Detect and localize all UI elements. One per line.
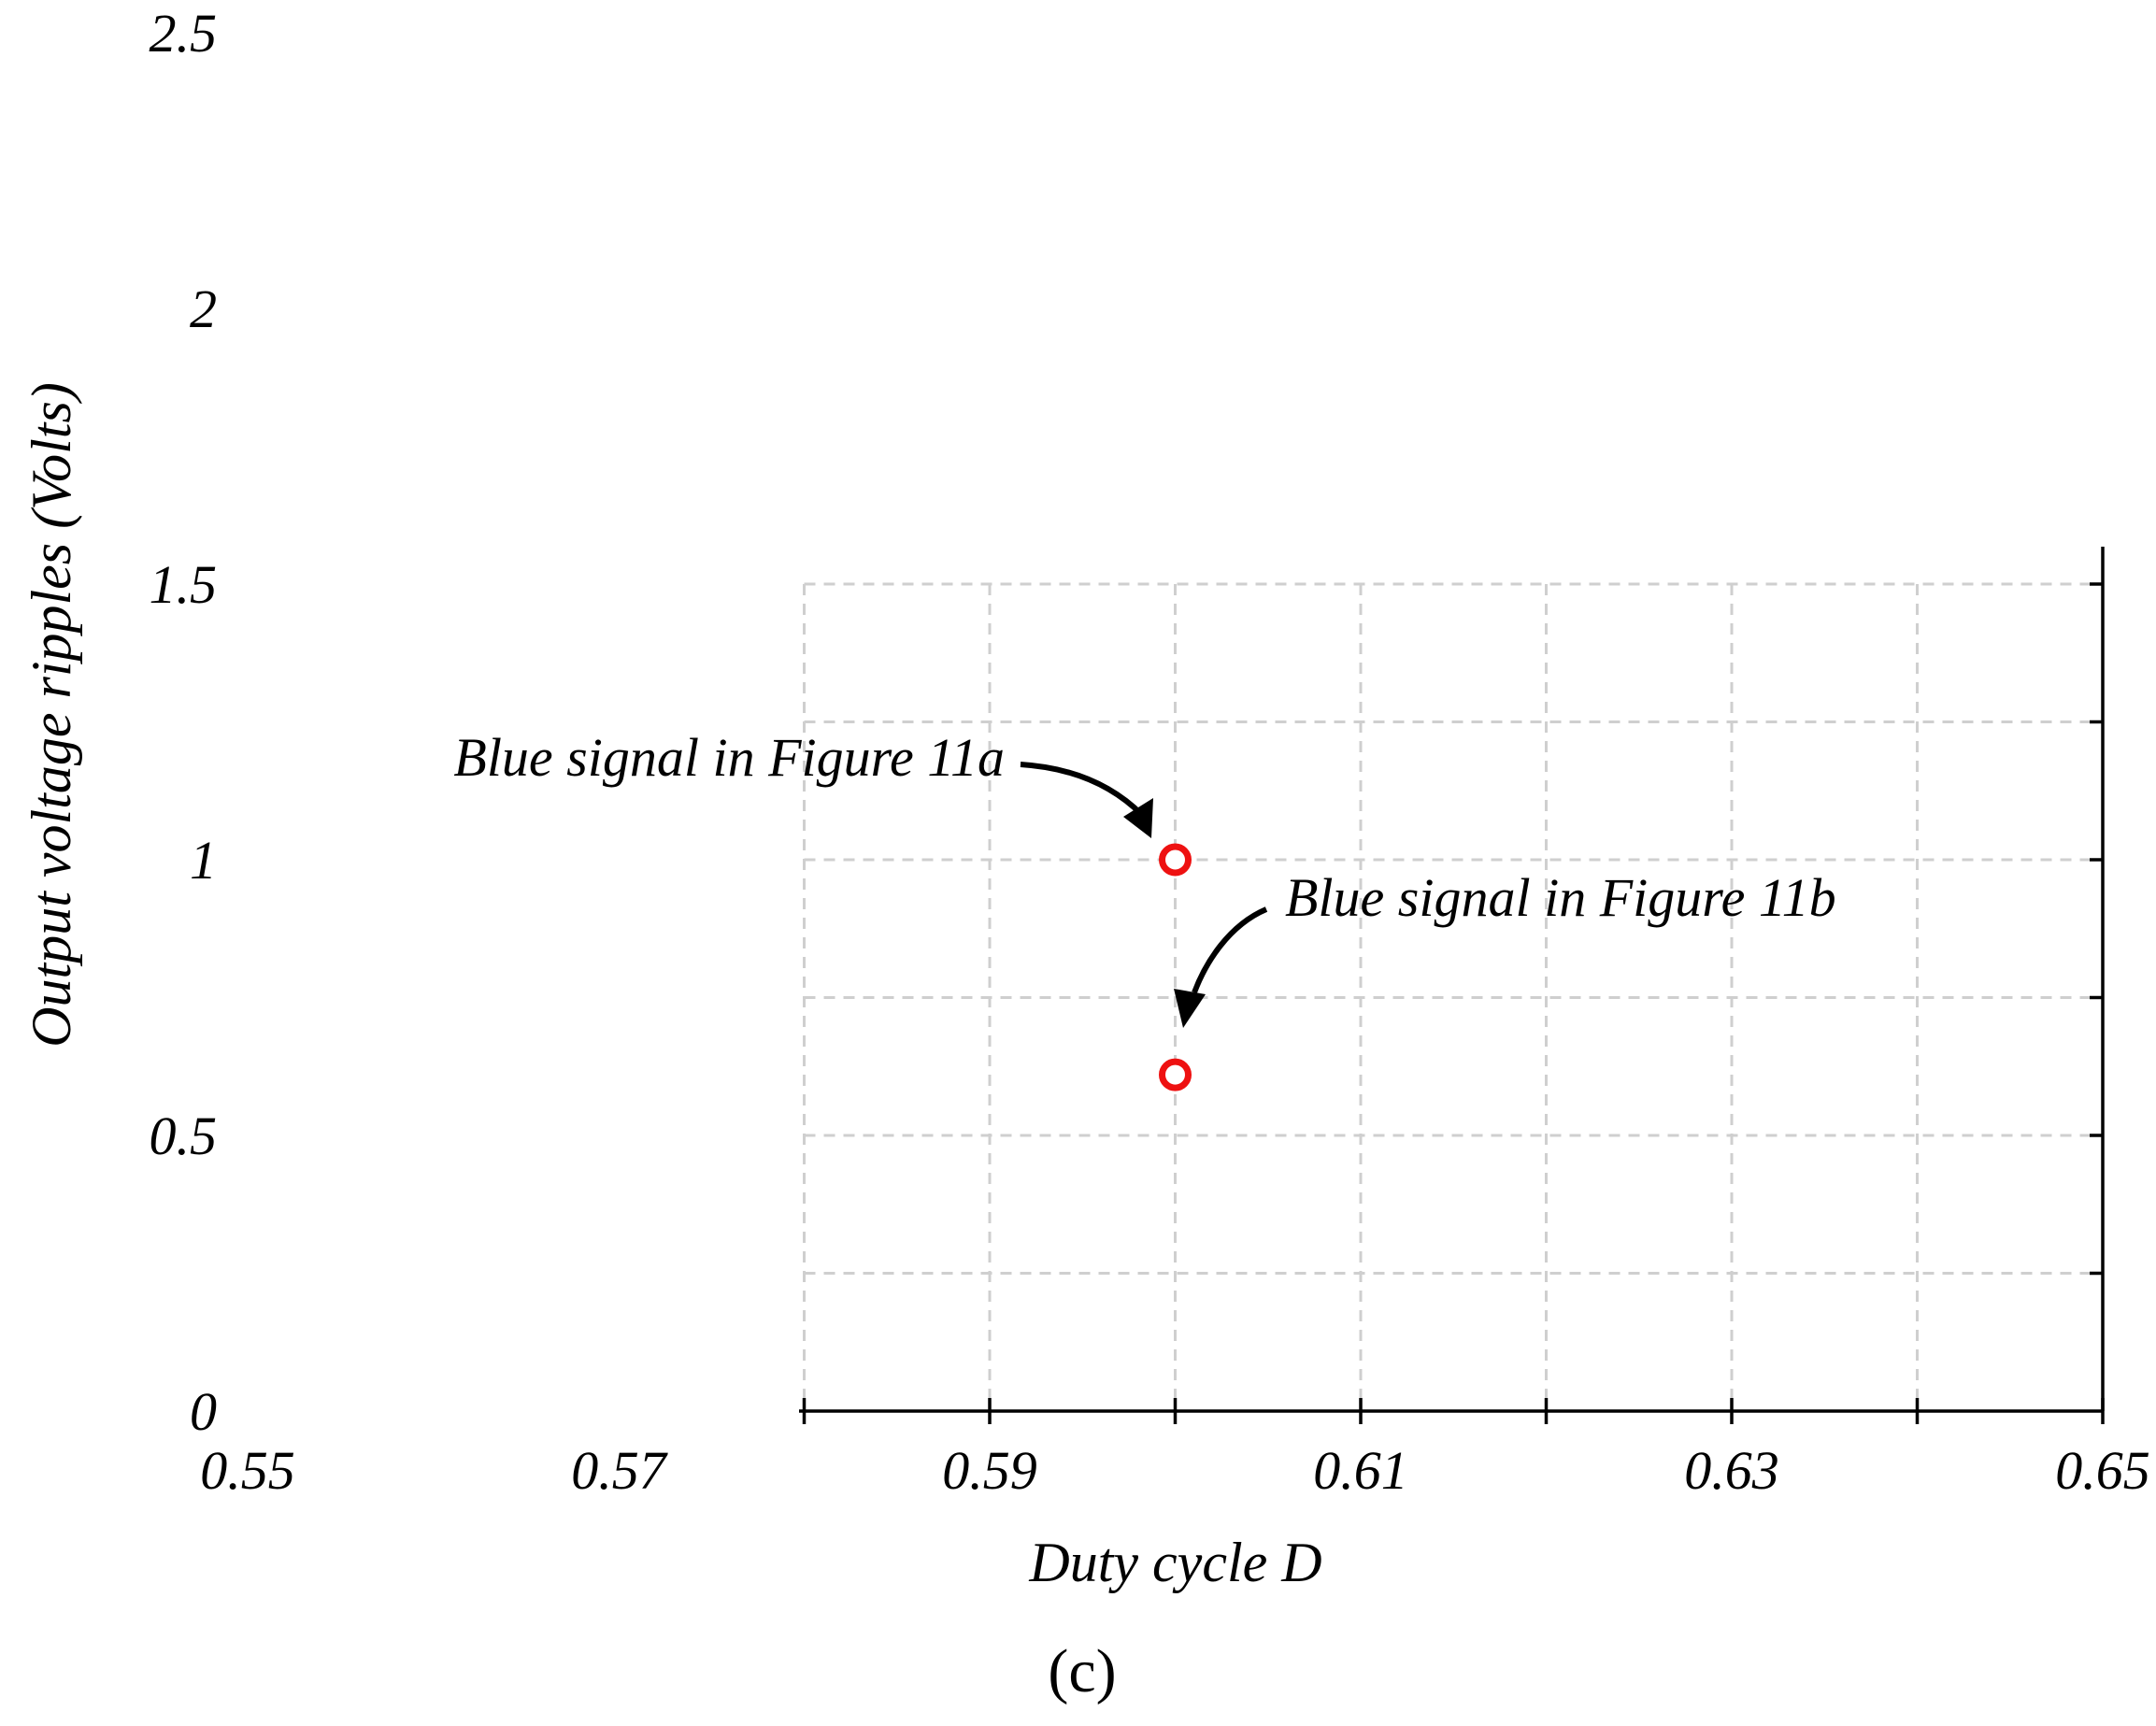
x-tick-labels: 0.55 0.57 0.59 0.61 0.63 0.65: [200, 1440, 2150, 1501]
y-tick-label: 0.5: [150, 1105, 218, 1166]
y-tick-label: 2: [190, 278, 217, 339]
arrow-head-figure-11b: [1174, 989, 1206, 1028]
y-tick-label: 2.5: [150, 3, 218, 64]
annotations: Blue signal in Figure 11a Blue signal in…: [453, 727, 1836, 1028]
axis-ticks: [802, 582, 2105, 1424]
x-axis-label: Duty cycle D: [1028, 1532, 1321, 1593]
annotation-figure-11a: Blue signal in Figure 11a: [453, 727, 1005, 788]
y-tick-label: 1.5: [150, 554, 218, 615]
y-tick-label: 1: [190, 830, 217, 891]
x-tick-label: 0.59: [942, 1440, 1037, 1501]
y-axis-label: Output voltage ripples (Volts): [21, 382, 82, 1048]
arrow-head-figure-11a: [1123, 798, 1153, 838]
x-tick-label: 0.55: [200, 1440, 295, 1501]
x-tick-label: 0.57: [571, 1440, 668, 1501]
data-point: [1159, 843, 1192, 877]
data-points: [1159, 843, 1192, 1091]
panel-label: (c): [1048, 1637, 1116, 1705]
y-tick-labels: 0 0.5 1 1.5 2 2.5: [150, 3, 218, 1442]
x-tick-label: 0.61: [1313, 1440, 1408, 1501]
x-tick-label: 0.63: [1684, 1440, 1779, 1501]
arrow-figure-11b: [1192, 906, 1268, 994]
annotation-figure-11b: Blue signal in Figure 11b: [1285, 867, 1836, 928]
arrow-figure-11a: [1020, 762, 1145, 818]
grid-lines: [803, 582, 2103, 1411]
x-tick-label: 0.65: [2055, 1440, 2150, 1501]
y-tick-label: 0: [190, 1381, 217, 1442]
data-point: [1159, 1058, 1192, 1091]
axes: [799, 547, 2105, 1413]
